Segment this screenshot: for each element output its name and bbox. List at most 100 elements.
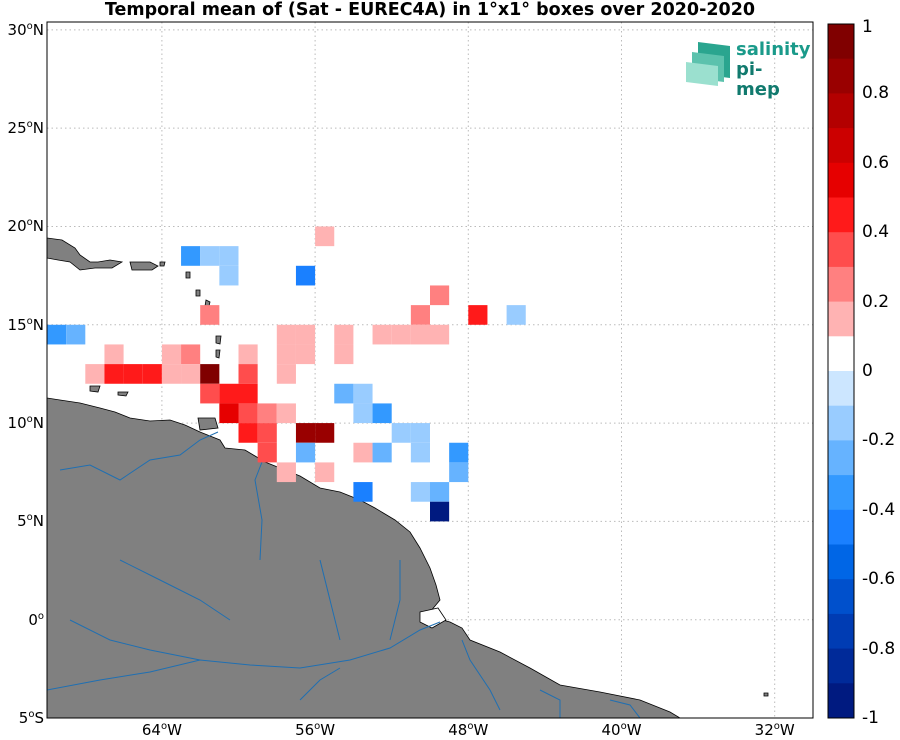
colorbar-tick-label: -0.4 bbox=[862, 499, 896, 520]
colorbar-bin bbox=[828, 266, 854, 303]
colorbar-tick-label: -0.2 bbox=[862, 430, 896, 451]
data-cell bbox=[430, 482, 450, 502]
tributary-river-7 bbox=[609, 699, 641, 718]
tributary-river-3 bbox=[539, 689, 561, 718]
data-cell bbox=[47, 324, 67, 345]
negro-river bbox=[69, 619, 201, 661]
data-cell bbox=[181, 344, 201, 365]
colorbar-bin bbox=[828, 648, 854, 684]
latitude-tick-label: 10oN bbox=[7, 414, 44, 433]
data-cell bbox=[161, 344, 182, 365]
data-cell bbox=[295, 344, 316, 365]
data-cell bbox=[200, 305, 220, 325]
data-cell bbox=[410, 324, 430, 345]
data-cell bbox=[238, 423, 258, 443]
colorbar-tick-label: 0.8 bbox=[862, 83, 890, 104]
data-cell bbox=[257, 423, 277, 443]
data-cell bbox=[391, 324, 411, 345]
data-cell bbox=[161, 364, 182, 384]
longitude-tick-label: 64oW bbox=[141, 721, 182, 739]
data-cell bbox=[391, 423, 411, 443]
data-cell bbox=[410, 423, 430, 443]
colorbar-bin bbox=[828, 683, 854, 719]
salinity-pimep-logo: salinity pi-mep bbox=[686, 38, 811, 100]
data-cell bbox=[104, 344, 124, 365]
colorbar-bin bbox=[828, 440, 854, 476]
colorbar-tick-label: -0.8 bbox=[862, 638, 896, 659]
data-cell bbox=[468, 305, 488, 325]
colorbar-tick-label: -0.6 bbox=[862, 569, 896, 590]
data-cell bbox=[219, 246, 239, 266]
map-title: Temporal mean of (Sat - EUREC4A) in 1°x1… bbox=[104, 0, 756, 20]
data-cell bbox=[238, 344, 258, 365]
colorbar-bin bbox=[828, 475, 854, 511]
south-america-land bbox=[47, 397, 681, 718]
tributary-river-5 bbox=[319, 559, 341, 641]
data-cell bbox=[200, 383, 220, 404]
colorbar-bin bbox=[828, 544, 854, 580]
colorbar-bin bbox=[828, 371, 854, 407]
data-cell bbox=[295, 265, 316, 286]
data-cell bbox=[238, 364, 258, 384]
colorbar-bin bbox=[828, 613, 854, 650]
data-cell bbox=[295, 442, 316, 463]
data-cell bbox=[276, 403, 296, 424]
atlantic-islet bbox=[763, 692, 769, 697]
trinidad-land bbox=[197, 417, 219, 431]
data-cell bbox=[410, 482, 430, 502]
data-cell bbox=[353, 442, 373, 463]
latitude-tick-label: 0o bbox=[28, 610, 44, 629]
data-cell bbox=[238, 403, 258, 424]
data-cell bbox=[334, 344, 354, 365]
latitude-tick-label: 20oN bbox=[7, 217, 44, 236]
colorbar-tick-label: 0 bbox=[862, 361, 873, 381]
tributary-river-2 bbox=[461, 639, 501, 711]
data-cell bbox=[372, 324, 392, 345]
logo-text-line2: pi-mep bbox=[736, 59, 780, 100]
data-cell bbox=[257, 442, 277, 463]
data-cell bbox=[219, 383, 239, 404]
longitude-tick-label: 48oW bbox=[448, 721, 489, 739]
data-cell bbox=[295, 324, 316, 345]
latitude-tick-label: 5oS bbox=[18, 709, 44, 727]
data-cell bbox=[276, 364, 296, 384]
essequibo-river bbox=[254, 461, 263, 561]
colorbar-bin bbox=[828, 579, 854, 615]
data-cell bbox=[257, 403, 277, 424]
colorbar-bin bbox=[828, 509, 854, 545]
data-cell bbox=[334, 324, 354, 345]
data-cell bbox=[430, 501, 450, 522]
orinoco-river bbox=[59, 431, 219, 481]
data-cell bbox=[276, 344, 296, 365]
data-cell bbox=[200, 364, 220, 384]
colorbar-bin bbox=[828, 301, 854, 337]
data-cell bbox=[449, 442, 469, 463]
data-cell bbox=[276, 462, 296, 483]
data-cell bbox=[315, 423, 335, 443]
data-cell bbox=[181, 364, 201, 384]
data-cell bbox=[372, 442, 392, 463]
data-cell bbox=[506, 305, 526, 325]
data-cell bbox=[430, 324, 450, 345]
data-cell bbox=[123, 364, 143, 384]
colorbar-tick-label: -1 bbox=[862, 708, 879, 728]
data-cell bbox=[181, 246, 201, 266]
colorbar-bin bbox=[828, 58, 854, 94]
latitude-tick-label: 25oN bbox=[7, 119, 44, 138]
latitude-tick-label: 30oN bbox=[7, 20, 44, 39]
data-cell bbox=[410, 442, 430, 463]
data-cell bbox=[315, 226, 335, 247]
latitude-tick-label: 5oN bbox=[17, 512, 44, 531]
colorbar-bin bbox=[828, 93, 854, 129]
data-cell bbox=[410, 305, 430, 325]
puerto-rico-land bbox=[129, 261, 159, 271]
data-cell bbox=[200, 246, 220, 266]
data-cell bbox=[372, 403, 392, 424]
plot-frame bbox=[46, 21, 814, 719]
longitude-tick-label: 56oW bbox=[295, 721, 336, 739]
rivers bbox=[47, 431, 641, 718]
data-cell bbox=[104, 364, 124, 384]
amazon-river bbox=[47, 621, 441, 691]
data-cell bbox=[219, 403, 239, 424]
colorbar-bin bbox=[828, 128, 854, 164]
